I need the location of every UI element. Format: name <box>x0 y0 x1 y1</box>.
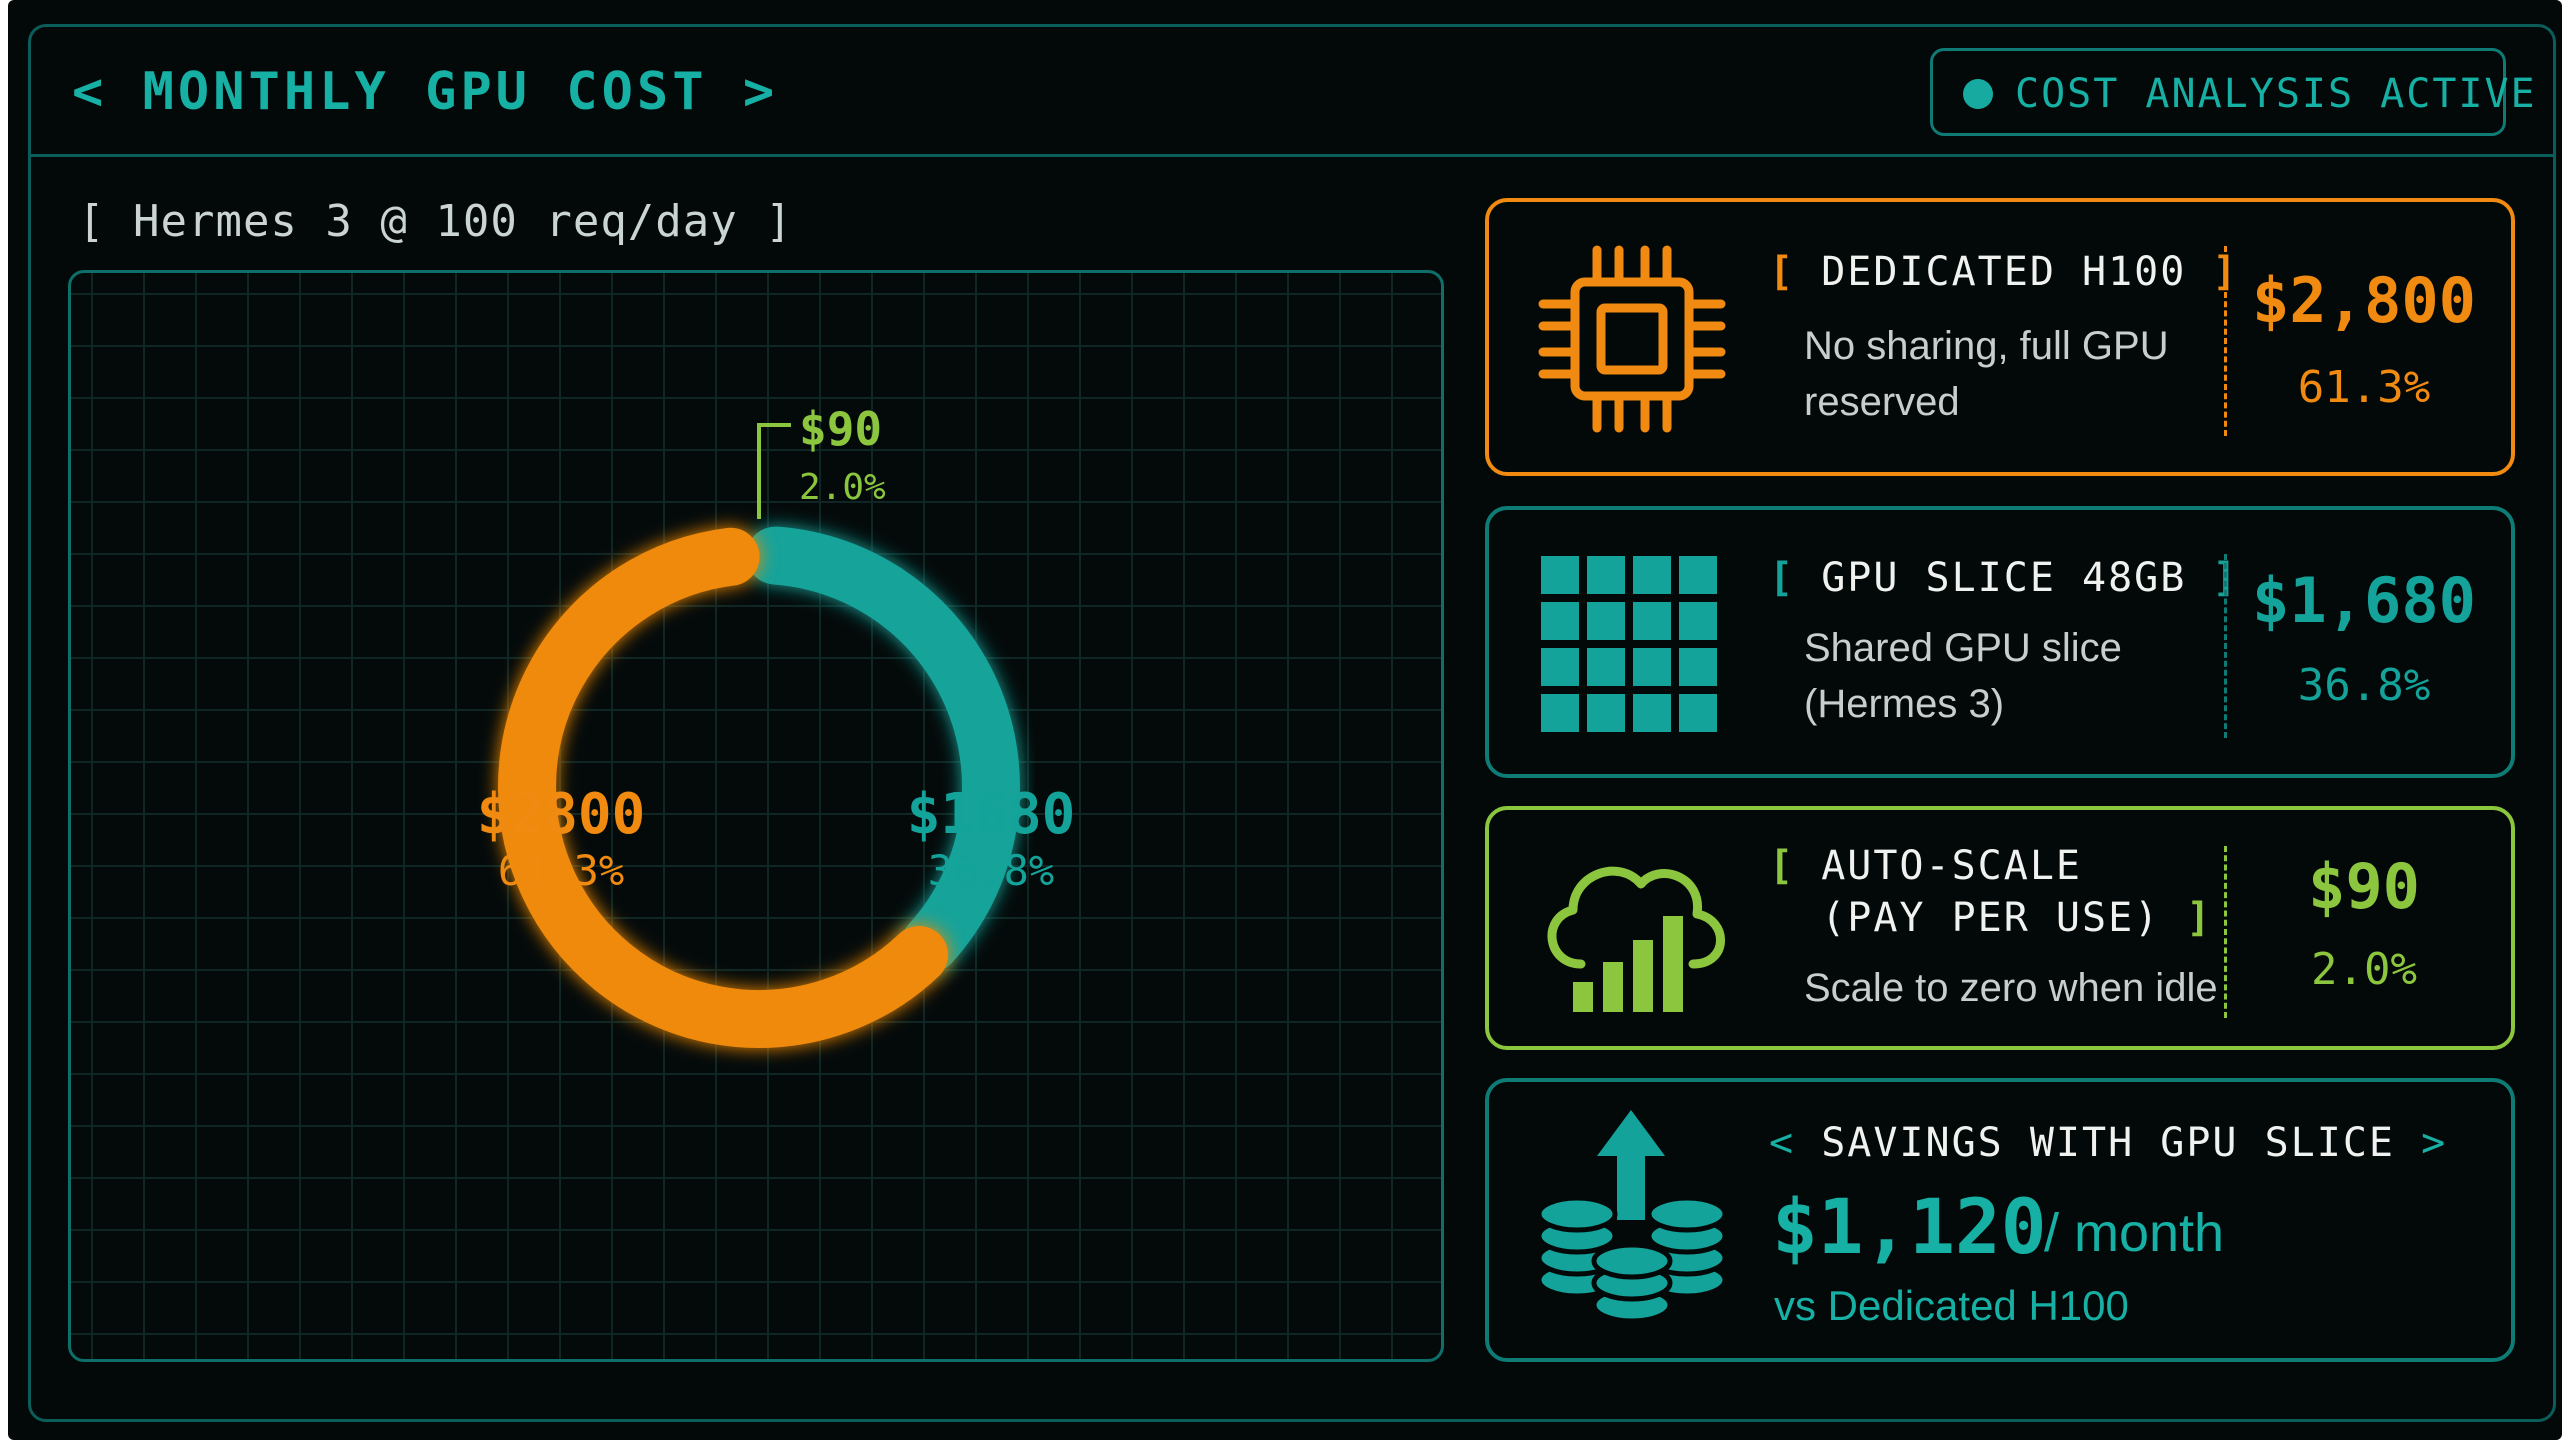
card-divider <box>2224 846 2227 1018</box>
savings-comparison: vs Dedicated H100 <box>1774 1282 2129 1329</box>
card-percent: 2.0% <box>2311 944 2417 995</box>
slice-label-dedicated-percent: 61.3% <box>498 846 624 895</box>
slice-label-slice-percent: 36.8% <box>928 846 1054 895</box>
auto-scale-card[interactable]: [ AUTO-SCALE [ (PAY PER USE) ] Scale to … <box>1485 806 2515 1050</box>
coin <box>1591 1242 1673 1280</box>
card-percent: 61.3% <box>2297 362 2431 413</box>
grid-cell <box>1541 694 1579 732</box>
dedicated-h100-card[interactable]: [ DEDICATED H100 ] No sharing, full GPU … <box>1485 198 2515 476</box>
chart-subtitle: [ Hermes 3 @ 100 req/day ] <box>78 196 793 247</box>
grid-cell <box>1679 602 1717 640</box>
grid-cell <box>1633 602 1671 640</box>
chip-icon <box>1538 245 1726 433</box>
card-description: Shared GPU slice (Hermes 3) <box>1804 626 2122 726</box>
card-value: $2,800 <box>2252 264 2476 337</box>
card-title: [ DEDICATED H100 ] <box>1769 249 2239 295</box>
card-description: No sharing, full GPU reserved <box>1804 324 2169 424</box>
grid-icon <box>1541 556 1717 732</box>
donut-chart-panel: $2800 61.3% $1680 36.8% $90 2.0% <box>68 270 1444 1362</box>
coins-arrow-icon <box>1537 1110 1727 1324</box>
card-percent: 36.8% <box>2297 660 2431 711</box>
card-value: $1,680 <box>2252 564 2476 637</box>
grid-cell <box>1679 694 1717 732</box>
card-title: [ GPU SLICE 48GB ] <box>1769 555 2239 601</box>
savings-card[interactable]: < SAVINGS WITH GPU SLICE > $1,120 / mont… <box>1485 1078 2515 1362</box>
grid-cell <box>1633 556 1671 594</box>
grid-cell <box>1633 648 1671 686</box>
card-divider <box>2224 554 2227 738</box>
card-value: $90 <box>2308 850 2420 923</box>
savings-amount: $1,120 <box>1772 1182 2047 1271</box>
card-divider <box>2224 246 2227 436</box>
card-title: [ AUTO-SCALE [ (PAY PER USE) ] <box>1769 843 2213 941</box>
grid-cell <box>1633 694 1671 732</box>
grid-cell <box>1541 648 1579 686</box>
gpu-slice-card[interactable]: [ GPU SLICE 48GB ] Shared GPU slice (Her… <box>1485 506 2515 778</box>
card-description: Scale to zero when idle <box>1804 966 2218 1010</box>
coin <box>1646 1195 1727 1233</box>
header-divider <box>28 154 2556 157</box>
grid-cell <box>1587 556 1625 594</box>
grid-cell <box>1587 648 1625 686</box>
cloud-bars-icon <box>1547 866 1725 1012</box>
grid-cell <box>1679 556 1717 594</box>
slice-label-dedicated-value: $2800 <box>477 782 646 847</box>
status-dot-icon <box>1963 79 1993 109</box>
slice-label-autoscale-value: $90 <box>799 402 882 456</box>
grid-cell <box>1541 556 1579 594</box>
donut-slice-dedicated[interactable] <box>498 527 949 1048</box>
grid-cell <box>1541 602 1579 640</box>
slice-label-autoscale-percent: 2.0% <box>799 467 886 508</box>
page-title: < MONTHLY GPU COST > <box>72 62 779 122</box>
status-badge: COST ANALYSIS ACTIVE <box>1930 48 2535 136</box>
savings-title: < SAVINGS WITH GPU SLICE > <box>1769 1120 2448 1166</box>
donut-slice-slice[interactable] <box>746 526 1020 973</box>
coin <box>1537 1195 1618 1233</box>
grid-cell <box>1679 648 1717 686</box>
grid-cell <box>1587 602 1625 640</box>
slice-label-slice-value: $1680 <box>907 782 1076 847</box>
savings-period: / month <box>2044 1203 2225 1263</box>
slice-callout-line <box>757 423 791 519</box>
grid-cell <box>1587 694 1625 732</box>
status-text: COST ANALYSIS ACTIVE <box>2015 71 2537 117</box>
